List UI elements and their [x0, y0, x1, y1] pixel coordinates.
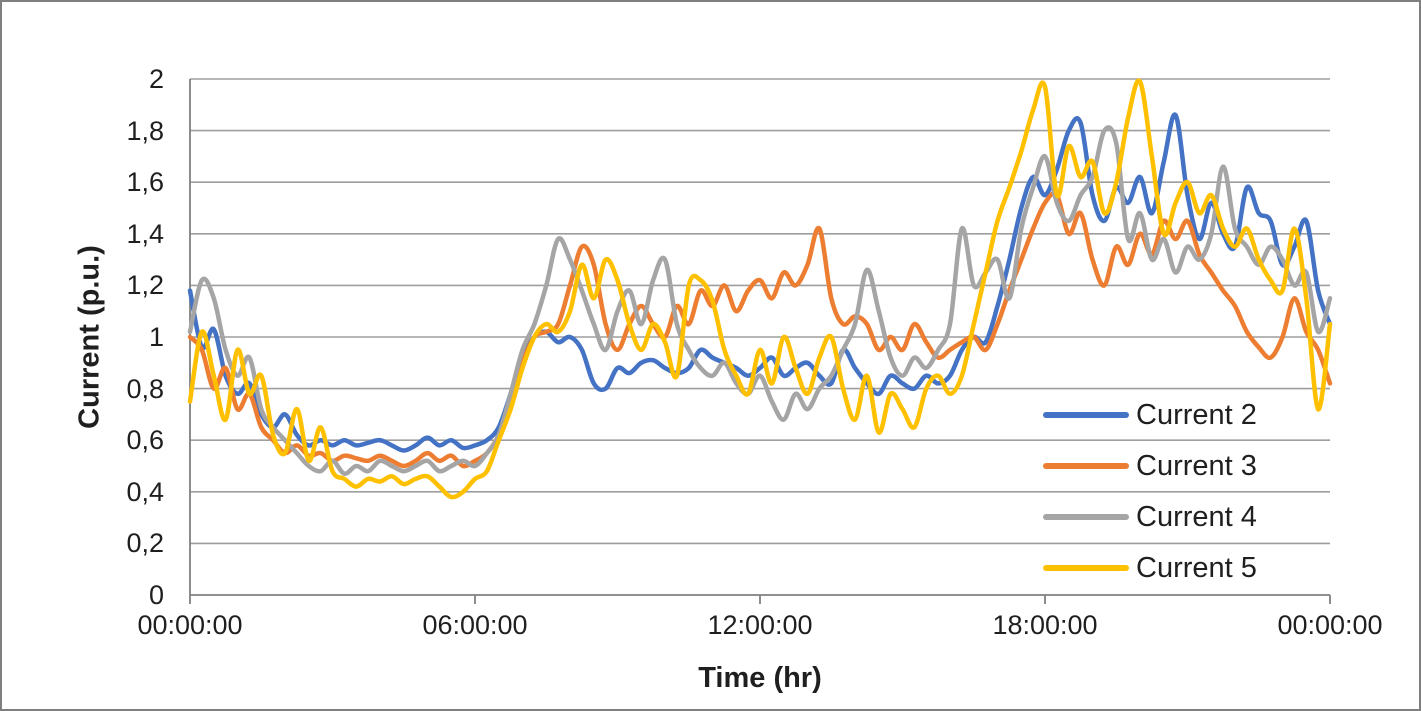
series-line-current-5 — [187, 78, 1333, 500]
x-tick-label: 06:00:00 — [422, 610, 528, 640]
legend-label: Current 5 — [1136, 551, 1257, 584]
y-tick-label: 1,4 — [126, 218, 164, 249]
x-tick-label: 00:00:00 — [137, 610, 243, 640]
legend-swatch — [1043, 463, 1129, 469]
x-tick-label: 18:00:00 — [992, 610, 1098, 640]
y-tick-label: 1 — [148, 322, 164, 352]
series-line-current-3 — [187, 191, 1333, 469]
y-tick-label: 1,8 — [126, 115, 164, 146]
x-tick-label: 00:00:00 — [1277, 610, 1383, 640]
legend-swatch — [1043, 412, 1129, 418]
legend-item-current-4: Current 4 — [1043, 500, 1257, 534]
x-axis-title: Time (hr) — [698, 662, 822, 694]
y-tick-label: 2 — [148, 64, 164, 94]
series-line-current-2 — [187, 112, 1333, 453]
y-tick-label: 1,2 — [126, 270, 164, 301]
legend-label: Current 3 — [1136, 449, 1257, 482]
legend-item-current-5: Current 5 — [1043, 551, 1257, 585]
y-tick-label: 0 — [148, 580, 164, 610]
y-tick-label: 1,6 — [126, 167, 164, 198]
legend-label: Current 4 — [1136, 500, 1257, 533]
y-tick-label: 0,6 — [126, 425, 164, 456]
legend-item-current-3: Current 3 — [1043, 449, 1257, 483]
x-tick-label: 12:00:00 — [707, 610, 813, 640]
y-tick-label: 0,2 — [126, 528, 164, 559]
y-tick-label: 0,4 — [126, 476, 164, 507]
legend-label: Current 2 — [1136, 398, 1257, 431]
legend-item-current-2: Current 2 — [1043, 398, 1257, 432]
series-line-current-4 — [187, 125, 1333, 476]
legend-swatch — [1043, 514, 1129, 520]
y-tick-label: 0,8 — [126, 373, 164, 404]
legend-swatch — [1043, 565, 1129, 571]
